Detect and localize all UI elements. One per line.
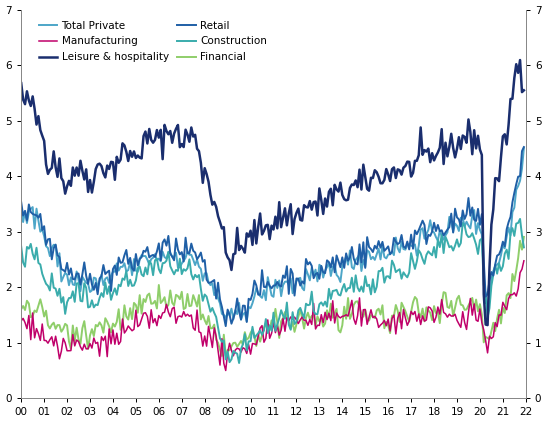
Construction [207, 309, 214, 314]
Construction [31, 257, 38, 262]
Financial [182, 305, 189, 310]
Line: Manufacturing: Manufacturing [21, 261, 524, 371]
Retail [31, 212, 38, 217]
Financial [521, 234, 527, 239]
Line: Retail: Retail [21, 147, 524, 326]
Retail [335, 258, 342, 264]
Financial [306, 317, 313, 322]
Leisure & hospitality [18, 81, 25, 86]
Leisure & hospitality [207, 192, 214, 198]
Construction [234, 351, 241, 356]
Construction [236, 360, 242, 365]
Retail [207, 280, 214, 285]
Manufacturing [521, 258, 527, 264]
Total Private [18, 209, 25, 214]
Construction [517, 217, 523, 222]
Leisure & hospitality [234, 225, 241, 231]
Line: Total Private: Total Private [21, 148, 524, 321]
Manufacturing [207, 334, 214, 339]
Total Private [306, 278, 313, 283]
Retail [223, 324, 229, 329]
Financial [18, 307, 25, 312]
Construction [18, 244, 25, 249]
Line: Leisure & hospitality: Leisure & hospitality [21, 60, 524, 325]
Retail [521, 145, 527, 150]
Construction [335, 292, 342, 297]
Manufacturing [31, 335, 38, 341]
Leisure & hospitality [333, 187, 340, 192]
Leisure & hospitality [182, 127, 189, 132]
Total Private [207, 283, 214, 288]
Leisure & hospitality [521, 88, 527, 93]
Retail [306, 260, 313, 265]
Manufacturing [182, 313, 189, 319]
Financial [31, 308, 38, 313]
Financial [207, 326, 214, 331]
Manufacturing [236, 346, 242, 352]
Total Private [521, 146, 527, 151]
Financial [219, 354, 225, 359]
Leisure & hospitality [31, 106, 38, 111]
Total Private [243, 319, 250, 324]
Retail [182, 235, 189, 240]
Total Private [31, 226, 38, 231]
Total Private [234, 311, 241, 316]
Leisure & hospitality [305, 205, 311, 210]
Retail [236, 309, 242, 314]
Construction [306, 302, 313, 307]
Leisure & hospitality [484, 323, 491, 328]
Leisure & hospitality [517, 58, 523, 63]
Financial [335, 327, 342, 332]
Legend: Total Private, Manufacturing, Leisure & hospitality, Retail, Construction, Finan: Total Private, Manufacturing, Leisure & … [37, 19, 269, 64]
Financial [236, 341, 242, 346]
Manufacturing [335, 314, 342, 319]
Manufacturing [306, 317, 313, 322]
Line: Financial: Financial [21, 237, 524, 356]
Construction [182, 268, 189, 273]
Construction [521, 245, 527, 250]
Line: Construction: Construction [21, 219, 524, 363]
Total Private [182, 255, 189, 260]
Manufacturing [18, 318, 25, 323]
Retail [18, 200, 25, 205]
Manufacturing [223, 368, 229, 373]
Total Private [335, 275, 342, 280]
